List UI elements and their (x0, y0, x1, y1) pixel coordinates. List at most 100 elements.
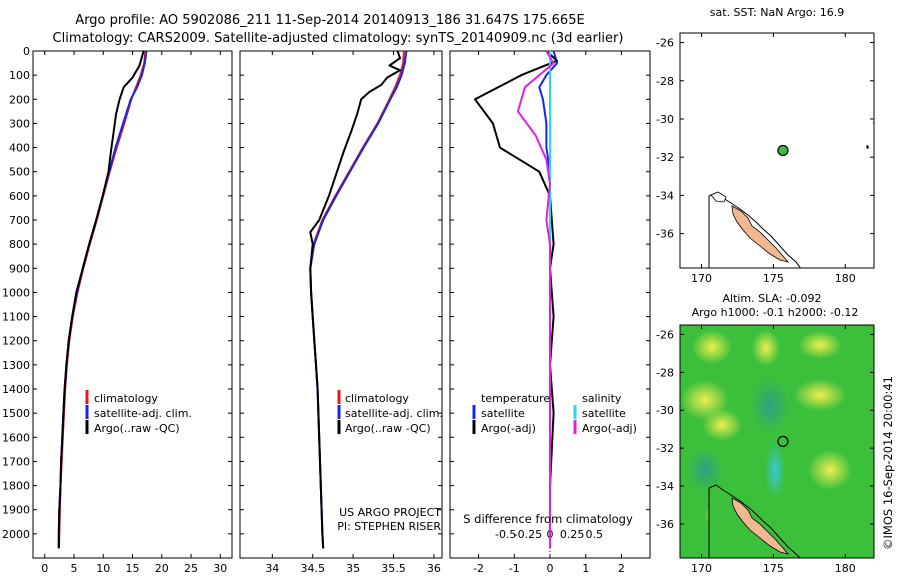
legend-satellite: satellite-adj. clim. (94, 407, 192, 420)
y-tick-label: 100 (9, 69, 30, 82)
x-tick-label: 15 (126, 562, 140, 575)
legend-temp-argo: Argo(-adj) (481, 422, 536, 435)
sla-title-line-2: Argo h1000: -0.1 h2000: -0.12 (692, 306, 859, 319)
s-difference-label: S difference from climatology (463, 512, 633, 526)
x-tick-label: 34.5 (300, 562, 325, 575)
x-tick-label: 170 (691, 562, 712, 575)
y-tick-label: -30 (656, 404, 674, 417)
y-tick-label: 1700 (2, 455, 30, 468)
x-tick-label: 0 (41, 562, 48, 575)
y-tick-label: 2000 (2, 528, 30, 541)
y-tick-label: 0 (23, 45, 30, 58)
sst-map-land (708, 121, 874, 268)
y-tick-label: 1800 (2, 480, 30, 493)
legend-satellite: satellite-adj. clim. (345, 407, 443, 420)
sst-map-title: sat. SST: NaN Argo: 16.9 (710, 6, 844, 19)
map-frame (679, 324, 875, 559)
y-tick-label: -32 (656, 151, 674, 164)
series-line-climatology (57, 50, 147, 549)
y-tick-label: 1200 (2, 335, 30, 348)
series-line-sal-argo (516, 50, 555, 549)
x-tick-label: 10 (96, 562, 110, 575)
x-axis-label: salinity (320, 578, 361, 580)
x-tick-label: 0 (547, 562, 554, 575)
legend-climatology: climatology (345, 392, 409, 405)
y-tick-label: -32 (656, 442, 674, 455)
s-tick-label: 0.5 (586, 528, 604, 541)
series-line-argo (309, 50, 401, 549)
x-axis-label: temperature (deg C) (73, 578, 191, 580)
series-line-temp-satellite (538, 50, 559, 549)
y-tick-label: -34 (656, 480, 674, 493)
y-tick-label: 400 (9, 142, 30, 155)
y-tick-label: 1100 (2, 311, 30, 324)
y-tick-label: 1900 (2, 504, 30, 517)
series-line-satellite (309, 50, 408, 549)
y-tick-label: 600 (9, 190, 30, 203)
series-line-argo (57, 50, 145, 549)
title-line-1: Argo profile: AO 5902086_211 11-Sep-2014… (75, 13, 584, 28)
y-tick-label: 900 (9, 262, 30, 275)
x-tick-label: 175 (763, 562, 784, 575)
project-label: US ARGO PROJECT (339, 506, 441, 519)
legend-temperature-header: temperature (481, 392, 550, 405)
sla-title-line-1: Altim. SLA: -0.092 (722, 292, 821, 305)
s-tick-label: -0.5 (495, 528, 516, 541)
s-tick-label: 0.25 (560, 528, 585, 541)
y-tick-label: 1400 (2, 383, 30, 396)
temperature-legend: climatology satellite-adj. clim. Argo(..… (85, 390, 192, 435)
y-tick-label: -34 (656, 189, 674, 202)
x-tick-label: -1 (509, 562, 520, 575)
sst-map: 170 175 180 -26 -28 -30 -32 -34 -36 (656, 32, 875, 285)
plot-frame (239, 50, 443, 559)
x-tick-label: 20 (155, 562, 169, 575)
y-tick-label: 1000 (2, 286, 30, 299)
y-tick-label: -28 (656, 75, 674, 88)
pi-label: PI: STEPHEN RISER (337, 520, 441, 533)
x-tick-label: 35.5 (381, 562, 406, 575)
sla-heatmap (680, 325, 874, 558)
watermark: ©IMOS 16-Sep-2014 20:00:41 (881, 376, 895, 550)
x-tick-label: 30 (213, 562, 227, 575)
y-tick-label: -26 (656, 37, 674, 50)
x-tick-label: -2 (473, 562, 484, 575)
map-frame (679, 32, 875, 269)
s-tick-label: -0.25 (514, 528, 542, 541)
salinity-panel: 34 34.5 35 35.5 36 salinity (239, 50, 443, 580)
legend-sal-argo: Argo(-adj) (582, 422, 637, 435)
x-tick-label: 5 (70, 562, 77, 575)
y-tick-label: 1500 (2, 407, 30, 420)
y-tick-label: 200 (9, 93, 30, 106)
x-tick-label: 175 (763, 272, 784, 285)
legend-climatology: climatology (94, 392, 158, 405)
x-tick-label: 36 (427, 562, 441, 575)
legend-temp-satellite: satellite (481, 407, 525, 420)
x-tick-label: 2 (618, 562, 625, 575)
temperature-panel: 0100200300400500600700800900100011001200… (2, 45, 233, 580)
legend-sal-satellite: satellite (582, 407, 626, 420)
difference-legend: temperature satellite Argo(-adj) salinit… (472, 392, 637, 435)
series-line-climatology (309, 50, 405, 549)
y-tick-label: -36 (656, 228, 674, 241)
x-tick-label: 170 (691, 272, 712, 285)
x-tick-label: 180 (835, 272, 856, 285)
y-tick-label: 700 (9, 214, 30, 227)
x-axis-label: T difference from climatology (454, 578, 625, 580)
title-line-2: Climatology: CARS2009. Satellite-adjuste… (53, 31, 624, 46)
argo-location-marker (777, 144, 789, 157)
y-tick-label: -26 (656, 328, 674, 341)
y-tick-label: 500 (9, 166, 30, 179)
y-tick-label: 1600 (2, 431, 30, 444)
x-tick-label: 35 (346, 562, 360, 575)
y-tick-label: -28 (656, 366, 674, 379)
legend-argo: Argo(..raw -QC) (94, 422, 180, 435)
series-line-temp-argo (474, 50, 559, 549)
x-tick-label: 34 (265, 562, 279, 575)
legend-salinity-header: salinity (582, 392, 622, 405)
y-tick-label: 800 (9, 238, 30, 251)
salinity-legend: climatology satellite-adj. clim. Argo(..… (337, 390, 443, 435)
x-tick-label: 25 (184, 562, 198, 575)
plot-frame (32, 50, 233, 559)
